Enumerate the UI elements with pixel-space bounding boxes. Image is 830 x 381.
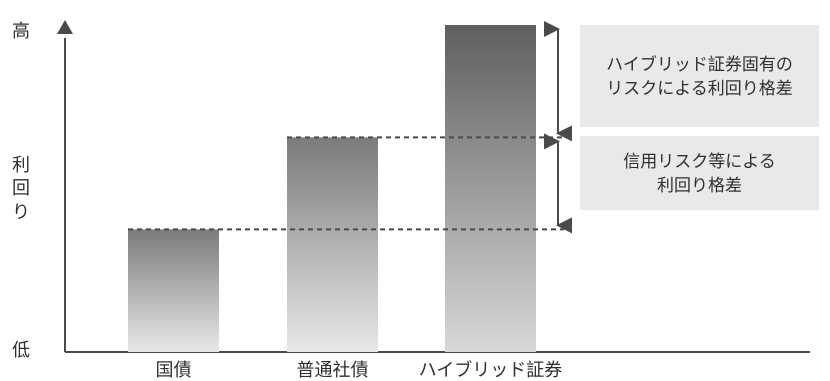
- bar-1: [287, 137, 378, 352]
- y-axis-labels: 高 低 利 回 り: [12, 21, 30, 361]
- y-axis-title-char: 回: [12, 178, 30, 199]
- annotation-text: ハイブリッド証券固有の: [606, 54, 793, 75]
- x-tick-label: 普通社債: [297, 360, 369, 381]
- bars: [128, 25, 536, 352]
- annotation-box: [580, 25, 819, 127]
- x-tick-label: 国債: [156, 360, 192, 381]
- annotation-box: [580, 136, 819, 210]
- bar-2: [445, 25, 536, 352]
- y-axis-low-label: 低: [12, 340, 30, 361]
- y-axis-arrow-icon: [57, 20, 73, 34]
- y-axis-title-char: り: [12, 202, 30, 223]
- y-axis-title-char: 利: [12, 155, 30, 176]
- annotation-text: 信用リスク等による: [623, 152, 776, 172]
- y-axis-high-label: 高: [12, 21, 30, 42]
- guide-lines: [128, 136, 564, 231]
- annotation-text: 利回り格差: [657, 176, 742, 196]
- annotation-text: リスクによる利回り格差: [606, 79, 793, 99]
- x-tick-label: ハイブリッド証券: [419, 359, 563, 381]
- x-axis-tick-labels: 国債 普通社債 ハイブリッド証券: [156, 359, 563, 381]
- bar-0: [128, 229, 219, 352]
